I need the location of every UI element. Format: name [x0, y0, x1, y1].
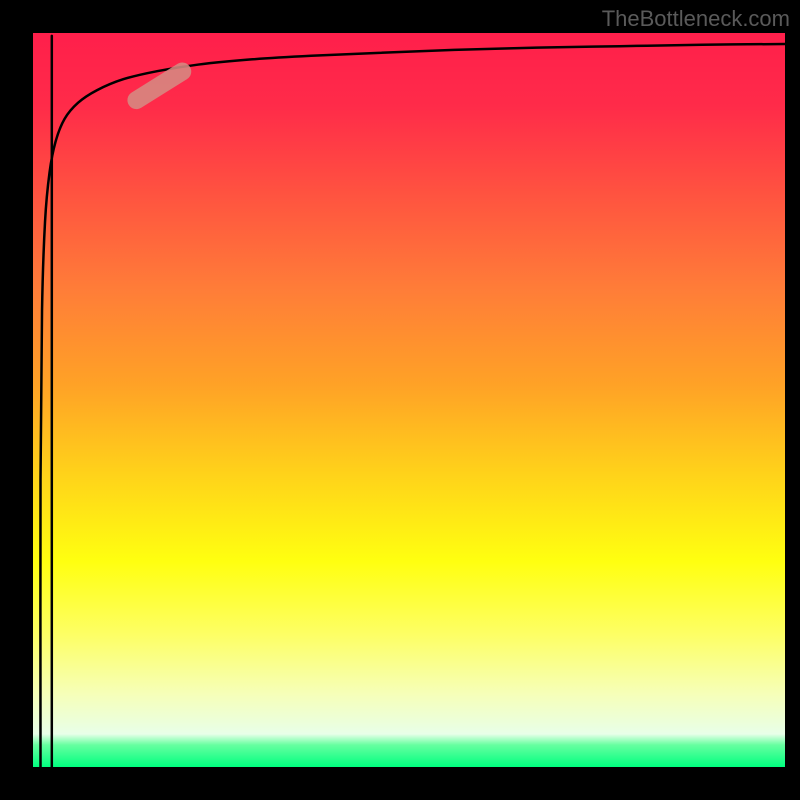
watermark-text: TheBottleneck.com — [602, 6, 790, 32]
plot-area — [33, 33, 785, 767]
plot-svg — [33, 33, 785, 767]
gradient-background — [33, 33, 785, 767]
bottleneck-chart: TheBottleneck.com — [0, 0, 800, 800]
